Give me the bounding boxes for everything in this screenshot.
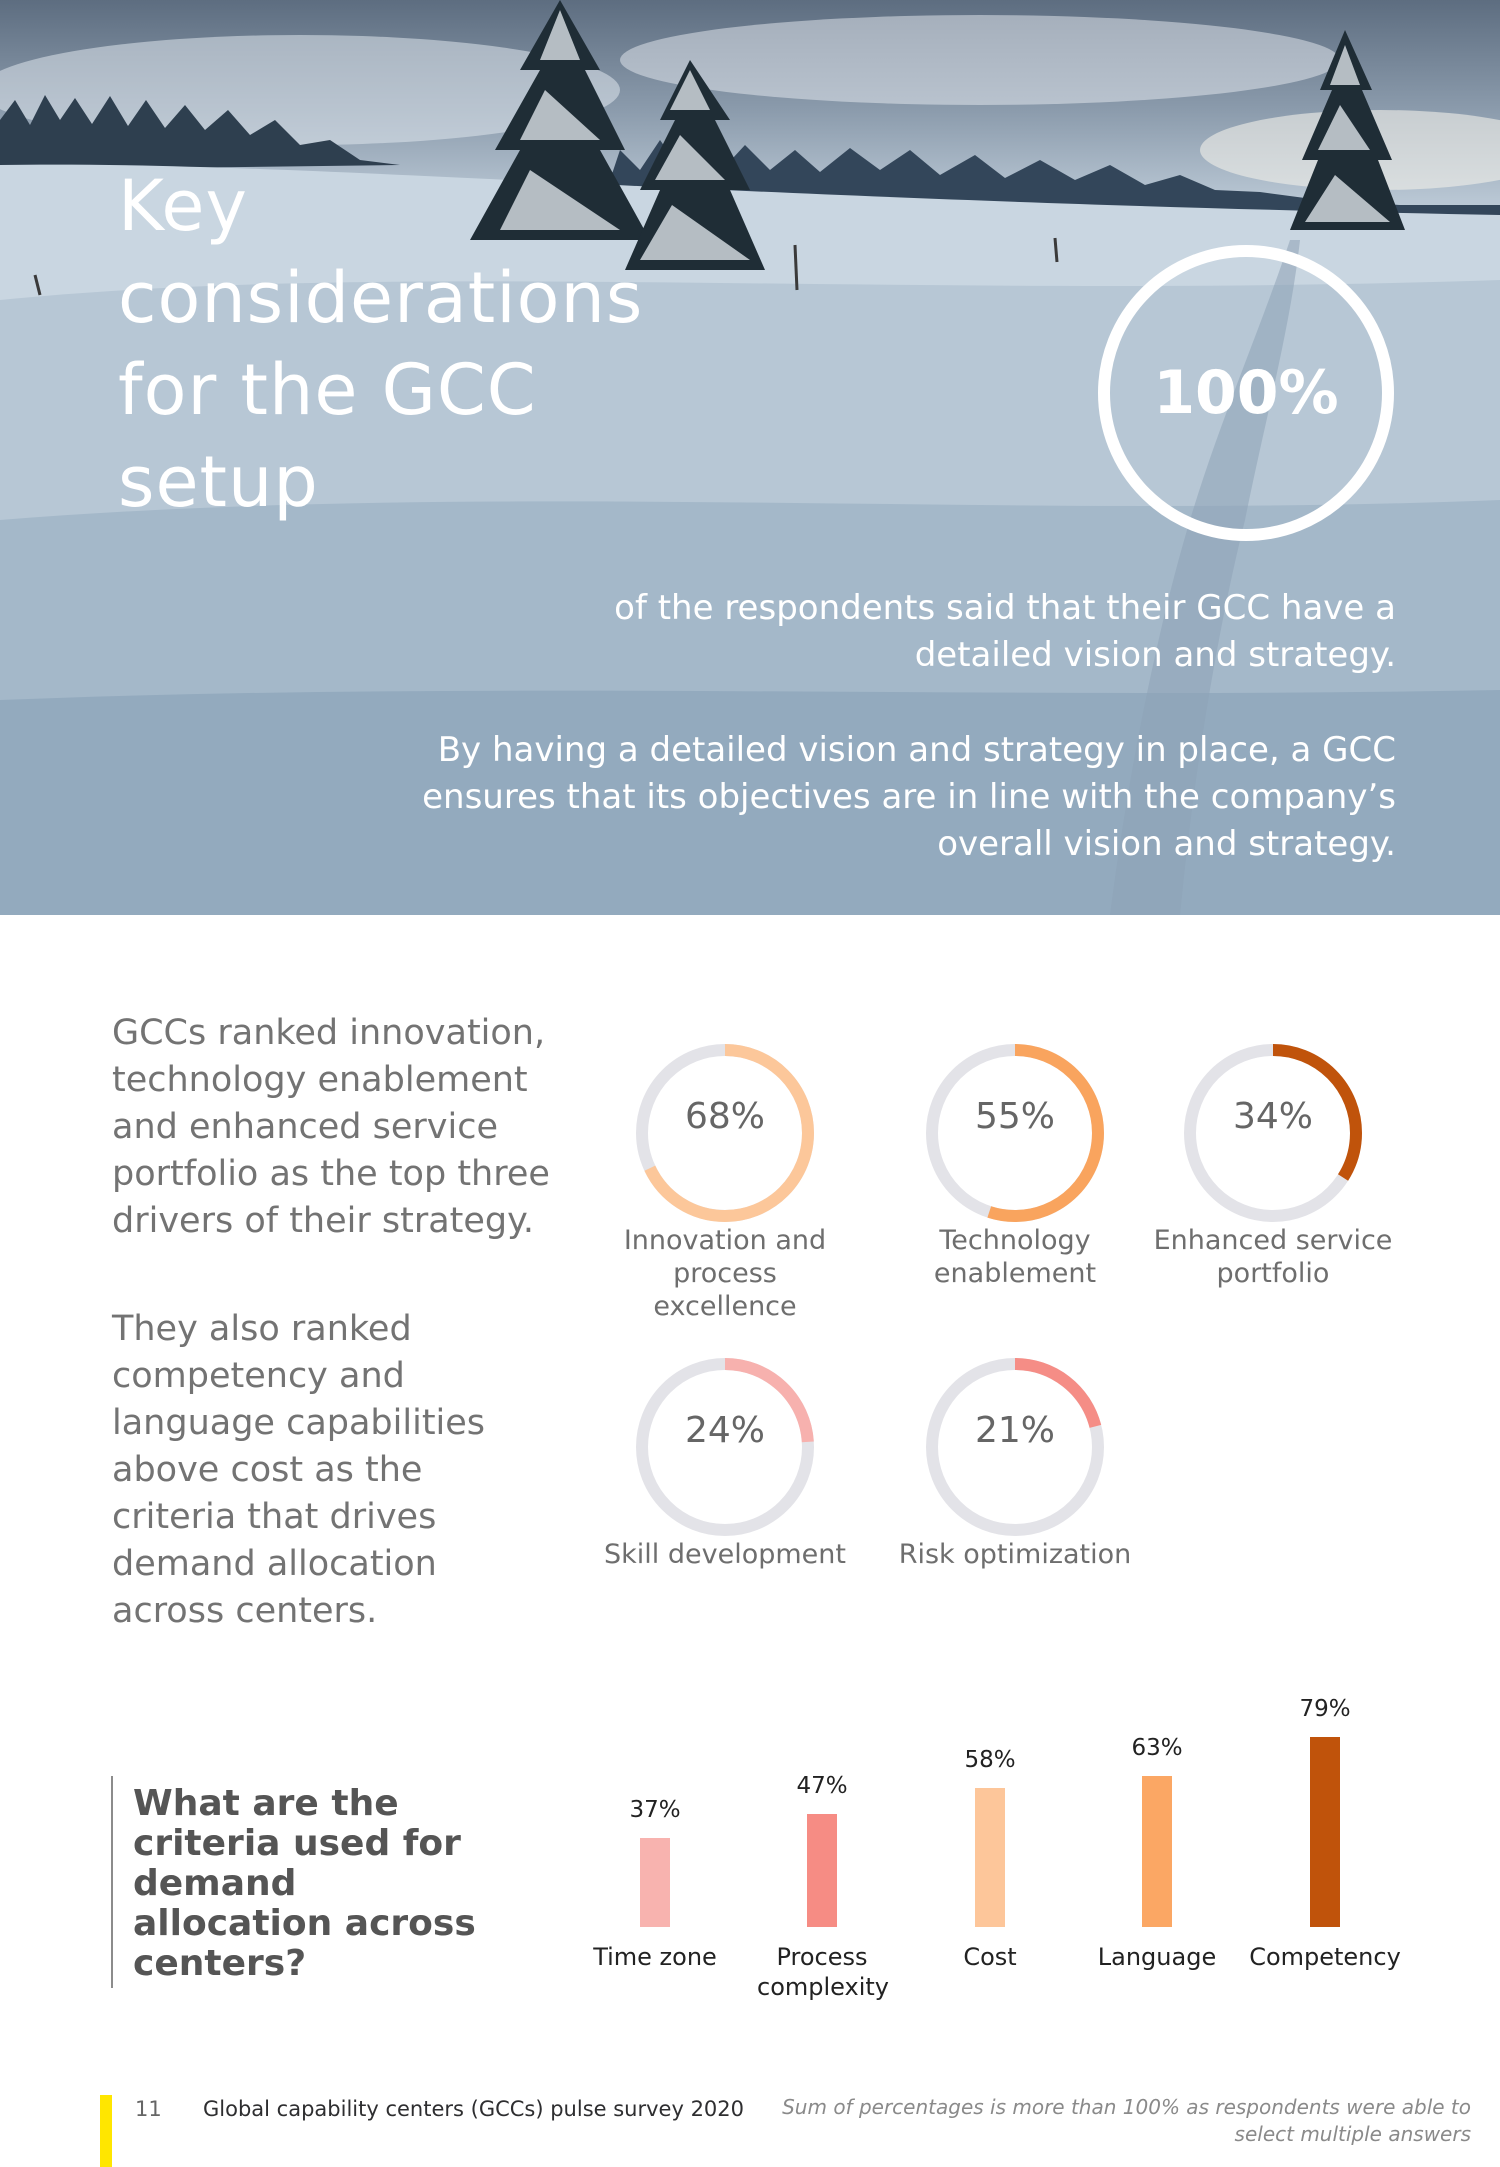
- bar: [807, 1814, 837, 1927]
- driver-ring-service-portfolio: 34%: [1173, 1033, 1373, 1233]
- ring-fill: [636, 1044, 814, 1222]
- driver-label: Skill development: [604, 1539, 846, 1570]
- driver-ring-skill-development: 24%: [625, 1347, 825, 1547]
- ring-fill: [1184, 1044, 1362, 1222]
- big-stat-value: 100%: [1153, 358, 1339, 428]
- driver-ring-risk-optimization: 21%: [915, 1347, 1115, 1547]
- ring-fill: [636, 1358, 814, 1536]
- driver-value: 21%: [974, 1410, 1055, 1451]
- bar-category-label: Cost: [963, 1943, 1017, 1971]
- page-number: 11: [135, 2097, 162, 2121]
- bar-value-label: 63%: [1131, 1734, 1183, 1761]
- footer-accent-bar: [100, 2095, 112, 2167]
- hero-title: Key considerations for the GCC setup: [118, 165, 644, 523]
- publication-title: Global capability centers (GCCs) pulse s…: [203, 2097, 745, 2121]
- bar-chart-question: What are the criteria used for demand al…: [133, 1783, 476, 1984]
- bar-value-label: 58%: [964, 1746, 1016, 1773]
- ring-fill: [926, 1044, 1104, 1222]
- ring-graphic: [636, 1358, 814, 1536]
- driver-ring-innovation: 68%: [625, 1033, 825, 1233]
- ring-graphic: [926, 1358, 1104, 1536]
- bar: [1142, 1775, 1172, 1927]
- ring-graphic: [1184, 1044, 1362, 1222]
- ring-graphic: [636, 1044, 814, 1222]
- bar: [975, 1787, 1005, 1927]
- driver-value: 68%: [684, 1096, 765, 1137]
- intro-paragraph-criteria: They also ranked competency and language…: [112, 1309, 486, 1631]
- driver-label: Risk optimization: [898, 1539, 1132, 1570]
- bar-category-label: Competency: [1249, 1943, 1401, 1971]
- driver-label: Enhanced service portfolio: [1153, 1225, 1393, 1289]
- driver-label: Technology enablement: [933, 1225, 1097, 1289]
- big-stat-ring: [1098, 245, 1394, 541]
- driver-ring-technology: 55%: [915, 1033, 1115, 1233]
- driver-value: 34%: [1232, 1096, 1313, 1137]
- stat-description: of the respondents said that their GCC h…: [614, 588, 1396, 675]
- bar-value-label: 47%: [796, 1773, 848, 1800]
- driver-value: 55%: [974, 1096, 1055, 1137]
- bar-category-label: Language: [1097, 1943, 1217, 1971]
- bar-category-label: Time zone: [593, 1943, 717, 1971]
- bar-value-label: 79%: [1299, 1696, 1351, 1723]
- intro-paragraph-drivers: GCCs ranked innovation, technology enabl…: [112, 1013, 550, 1241]
- driver-label: Innovation and process excellence: [623, 1225, 827, 1322]
- footnote: Sum of percentages is more than 100% as …: [782, 2095, 1471, 2146]
- driver-value: 24%: [684, 1410, 765, 1451]
- bar-value-label: 37%: [629, 1797, 681, 1824]
- bar: [1310, 1737, 1340, 1927]
- demand-allocation-bar-chart: 37% Time zone 47% Process complexity 58% Cost…: [560, 1680, 1460, 2020]
- ring-graphic: [926, 1044, 1104, 1222]
- hero-banner: Key considerations for the GCC setup 100…: [0, 0, 1500, 915]
- stat-explanation: By having a detailed vision and strategy…: [422, 730, 1396, 864]
- bar-category-label: Process complexity: [757, 1943, 889, 2001]
- question-divider: [111, 1776, 113, 1988]
- snow-landscape-image: [0, 0, 1500, 915]
- bar: [640, 1838, 670, 1927]
- ring-fill: [926, 1358, 1104, 1536]
